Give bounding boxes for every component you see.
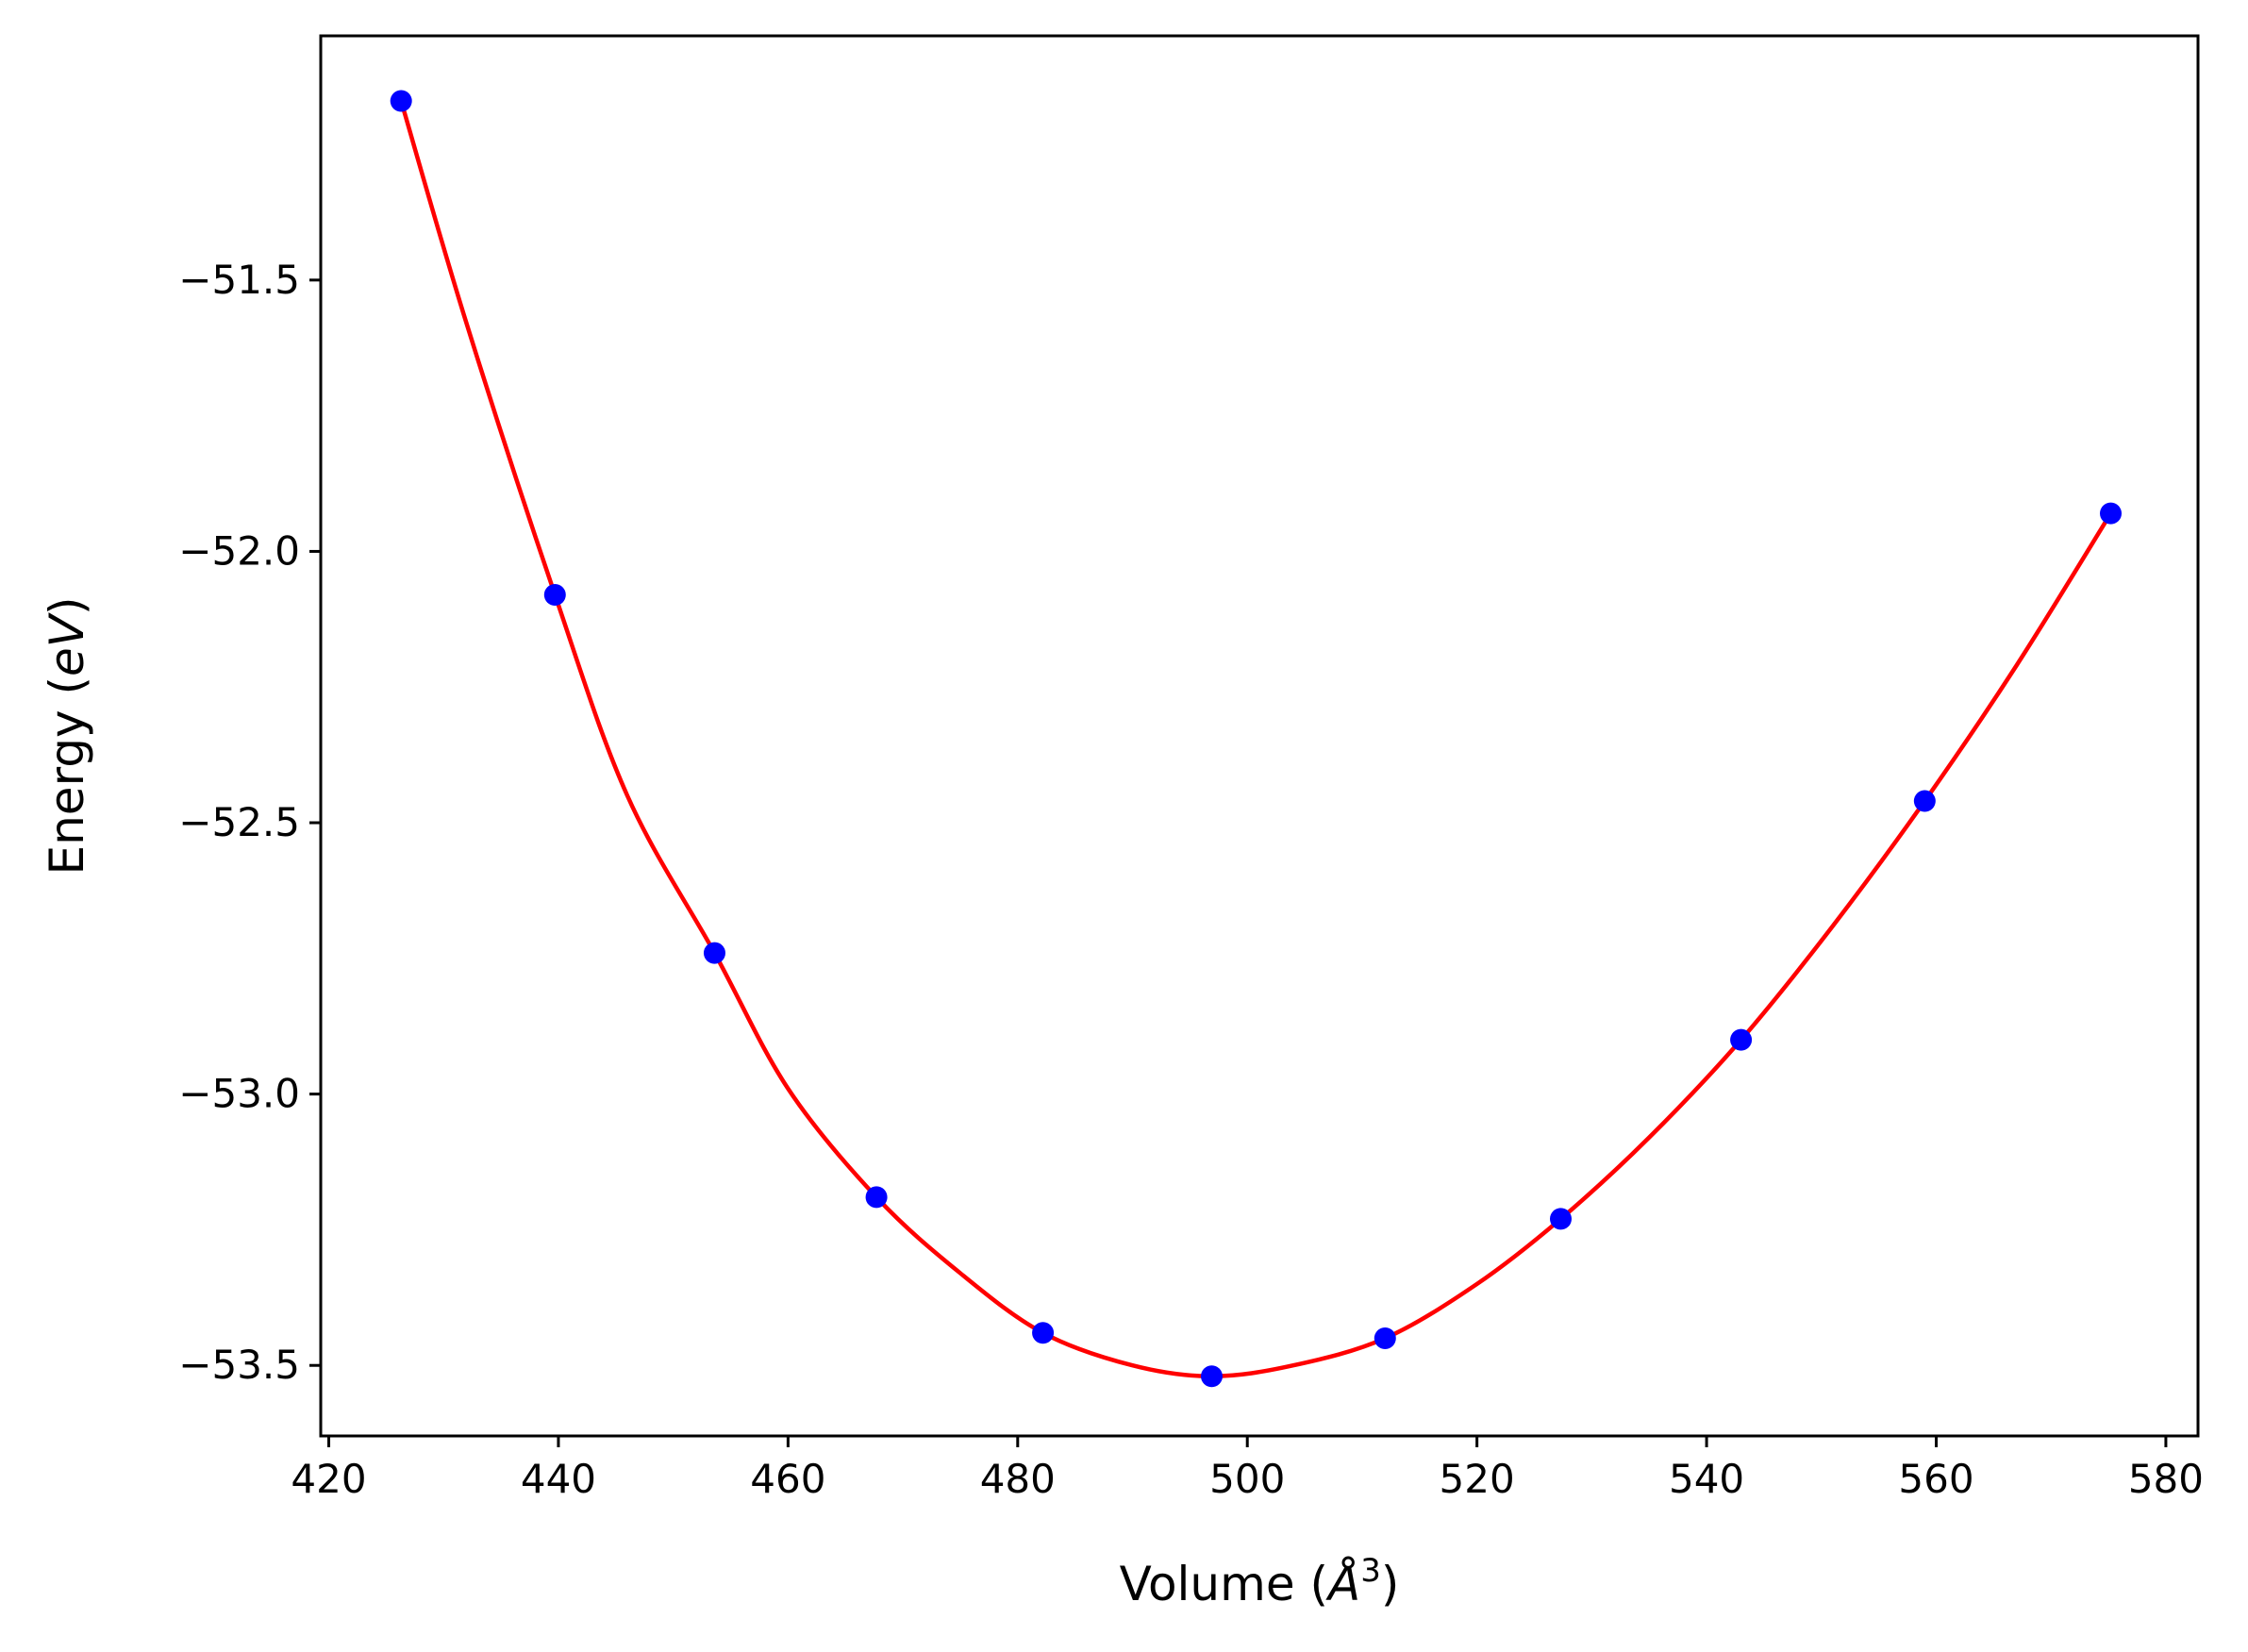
x-tick-label: 440 [521,1456,596,1502]
y-axis-label: Energy (eV) [40,597,94,876]
x-axis-label: Volume (Å3) [1120,1552,1400,1611]
y-tick-label: −53.0 [178,1071,300,1117]
data-point [1913,790,1936,812]
x-tick-label: 540 [1669,1456,1744,1502]
y-axis-label-suffix: ) [40,597,94,616]
x-tick-label: 500 [1209,1456,1285,1502]
x-tick-label: 580 [2128,1456,2204,1502]
data-point [1032,1322,1055,1344]
data-point [865,1186,888,1209]
data-point [1730,1028,1753,1051]
data-point [1374,1327,1396,1349]
x-axis-label-suffix: ) [1381,1557,1400,1611]
data-point [543,583,566,606]
data-point [1200,1365,1223,1388]
x-axis-ticks: 420 440 460 480 500 520 540 560 580 [291,1436,2204,1502]
fit-curve-line [398,98,2113,1378]
y-tick-label: −52.5 [178,799,300,845]
x-tick-label: 480 [980,1456,1056,1502]
x-tick-label: 420 [291,1456,366,1502]
x-tick-label: 460 [750,1456,825,1502]
x-tick-label: 520 [1440,1456,1515,1502]
x-tick-label: 560 [1898,1456,1973,1502]
data-point [2099,502,2122,525]
x-axis-label-unit: Å [1325,1557,1360,1611]
data-point [390,90,412,112]
y-axis-label-unit: eV [40,611,94,676]
y-tick-label: −51.5 [178,257,300,303]
y-tick-label: −53.5 [178,1342,300,1388]
plot-area-background [321,36,2198,1436]
y-tick-label: −52.0 [178,527,300,574]
plot-area-frame [319,34,2200,1438]
x-axis-label-exponent: 3 [1360,1552,1381,1590]
data-point [703,942,725,964]
y-axis-label-prefix: Energy ( [40,676,94,875]
series-layer [390,90,2122,1388]
x-axis-label-prefix: Volume ( [1120,1557,1328,1611]
y-axis-ticks: −51.5 −52.0 −52.5 −53.0 −53.5 [178,257,321,1388]
data-point [1549,1208,1572,1230]
